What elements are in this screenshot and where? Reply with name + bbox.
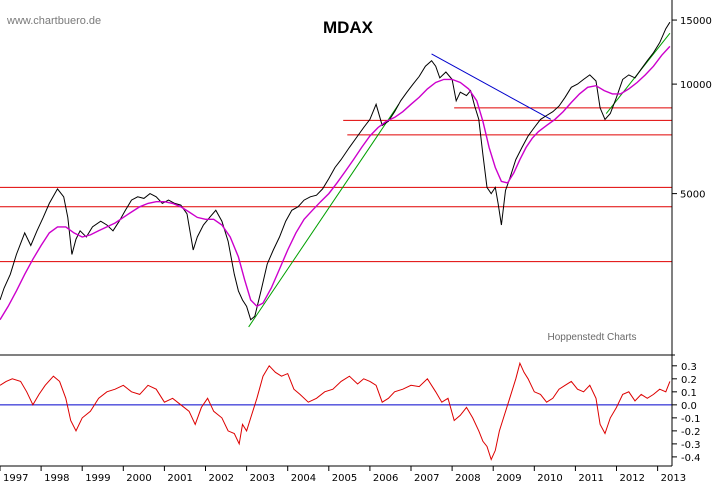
y-tick-label-10000: 10000 (680, 80, 712, 91)
osc-y-tick-label-2: 0.1 (681, 388, 697, 399)
x-tick-label-1998: 1998 (44, 473, 69, 484)
x-tick-label-2005: 2005 (332, 473, 357, 484)
y-tick-label-15000: 15000 (680, 16, 712, 27)
x-axis: 1997 1998 1999 2000 2001 2002 2003 2004 2005 2006… (0, 465, 686, 484)
oscillator-panel: 0.3 0.2 0.1 0.0 -0.1 -0.2 -0.3 -0.4 (0, 361, 701, 464)
x-tick-label-2002: 2002 (209, 473, 234, 484)
trendline-2 (431, 53, 551, 120)
price-line (0, 21, 671, 321)
chart-title: MDAX (323, 18, 374, 37)
x-tick-label-2013: 2013 (661, 473, 686, 484)
x-tick-label-2000: 2000 (126, 473, 151, 484)
osc-y-tick-label-7: -0.4 (681, 453, 701, 464)
osc-y-tick-label-1: 0.2 (681, 375, 697, 386)
x-tick-label-2009: 2009 (496, 473, 521, 484)
x-tick-label-2010: 2010 (537, 473, 562, 484)
osc-y-tick-label-0: 0.3 (681, 362, 697, 373)
y-tick-label-5000: 5000 (680, 190, 705, 201)
x-tick-label-2004: 2004 (291, 473, 316, 484)
osc-y-tick-label-6: -0.3 (681, 440, 701, 451)
oscillator-line (0, 361, 671, 461)
x-tick-label-1999: 1999 (85, 473, 110, 484)
osc-y-tick-label-4: -0.1 (681, 414, 701, 425)
x-tick-label-2003: 2003 (250, 473, 275, 484)
watermark: www.chartbuero.de (6, 15, 101, 27)
osc-y-tick-label-5: -0.2 (681, 427, 701, 438)
x-tick-label-2012: 2012 (620, 473, 645, 484)
x-tick-label-1997: 1997 (3, 473, 28, 484)
moving-average-line (0, 45, 671, 321)
x-tick-label-2008: 2008 (455, 473, 480, 484)
x-tick-label-2006: 2006 (373, 473, 398, 484)
source-label: Hoppenstedt Charts (548, 332, 637, 343)
osc-y-tick-label-3: 0.0 (681, 401, 697, 412)
trendline-0 (248, 104, 400, 328)
x-tick-label-2007: 2007 (414, 473, 439, 484)
x-tick-label-2001: 2001 (167, 473, 192, 484)
x-tick-label-2011: 2011 (578, 473, 603, 484)
price-panel: 5000 10000 15000 (0, 16, 712, 356)
